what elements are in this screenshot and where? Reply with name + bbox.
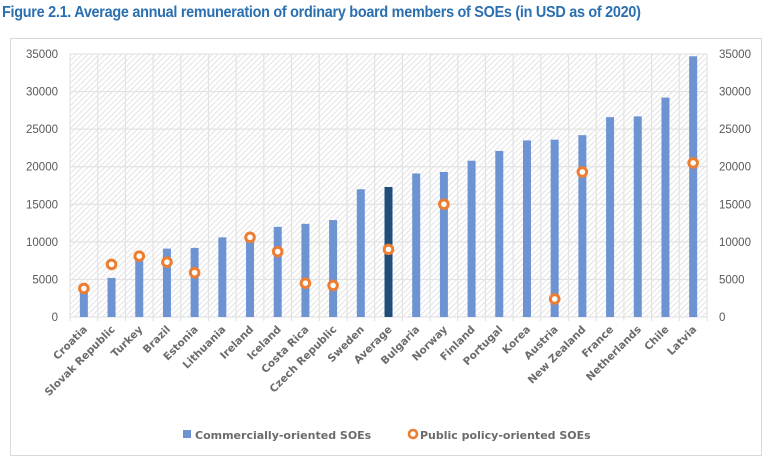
legend: Commercially-oriented SOEs Public policy…	[183, 428, 591, 442]
y-tick-label-left: 35000	[26, 49, 58, 61]
y-axis-right: 0 5000 10000 15000 20000 25000 30000 35000	[719, 49, 751, 324]
legend-label-commercial: Commercially-oriented SOEs	[195, 429, 372, 442]
bar-iceland	[273, 226, 282, 317]
bar-czech-republic	[329, 220, 338, 317]
y-tick-label-left: 10000	[26, 237, 58, 249]
y-tick-label-right: 15000	[719, 199, 751, 211]
y-tick-label-right: 5000	[719, 274, 745, 286]
marker-ireland	[244, 231, 256, 244]
y-axis-left: 0 5000 10000 15000 20000 25000 30000 35000	[26, 49, 58, 324]
marker-austria	[548, 293, 561, 305]
marker-iceland	[271, 245, 284, 258]
y-tick-label-right: 20000	[719, 162, 751, 174]
legend-label-public-policy: Public policy-oriented SOEs	[420, 429, 591, 442]
bar-netherlands	[633, 116, 642, 318]
y-tick-label-right: 25000	[719, 124, 751, 136]
bar-turkey	[135, 256, 144, 317]
marker-latvia	[687, 157, 699, 169]
y-tick-label-right: 0	[719, 312, 725, 324]
bar-slovak-republic	[107, 277, 116, 317]
y-tick-label-left: 5000	[32, 274, 58, 286]
marker-average	[382, 243, 395, 256]
bar-france	[606, 117, 615, 318]
bar-chile	[661, 97, 670, 317]
y-tick-label-left: 20000	[26, 162, 58, 174]
marker-norway	[438, 198, 450, 211]
y-tick-label-left: 15000	[26, 199, 58, 211]
y-tick-label-right: 10000	[719, 237, 751, 249]
marker-new-zealand	[576, 166, 589, 178]
marker-costa-rica	[299, 277, 312, 289]
legend-marker-swatch	[407, 428, 419, 440]
y-tick-label-left: 0	[52, 312, 58, 324]
chart-title: Figure 2.1. Average annual remuneration …	[2, 4, 641, 21]
marker-slovak-republic	[105, 258, 118, 271]
marker-croatia	[78, 282, 90, 295]
marker-series	[78, 157, 699, 305]
bar-brazil	[162, 248, 171, 317]
bar-austria	[550, 139, 559, 317]
bar-estonia	[190, 247, 199, 317]
bar-ireland	[246, 238, 255, 317]
y-tick-label-right: 35000	[719, 49, 751, 61]
bar-costa-rica	[301, 223, 310, 317]
bar-new-zealand	[578, 135, 587, 317]
bar-korea	[522, 140, 531, 317]
y-tick-label-left: 30000	[26, 87, 58, 99]
legend-bar-swatch	[183, 430, 191, 438]
marker-brazil	[161, 256, 173, 268]
bar-norway	[439, 171, 448, 317]
marker-estonia	[188, 266, 201, 279]
bar-latvia	[689, 56, 698, 318]
bar-portugal	[495, 150, 504, 317]
bar-bulgaria	[412, 173, 421, 317]
marker-czech-republic	[327, 279, 339, 292]
y-tick-label-left: 25000	[26, 124, 58, 136]
bar-finland	[467, 160, 476, 317]
bar-lithuania	[218, 237, 227, 317]
x-tick-label: Latvia	[665, 324, 699, 358]
bar-sweden	[356, 189, 365, 317]
marker-turkey	[133, 250, 146, 262]
bar-croatia	[79, 289, 88, 317]
y-tick-label-right: 30000	[719, 87, 751, 99]
